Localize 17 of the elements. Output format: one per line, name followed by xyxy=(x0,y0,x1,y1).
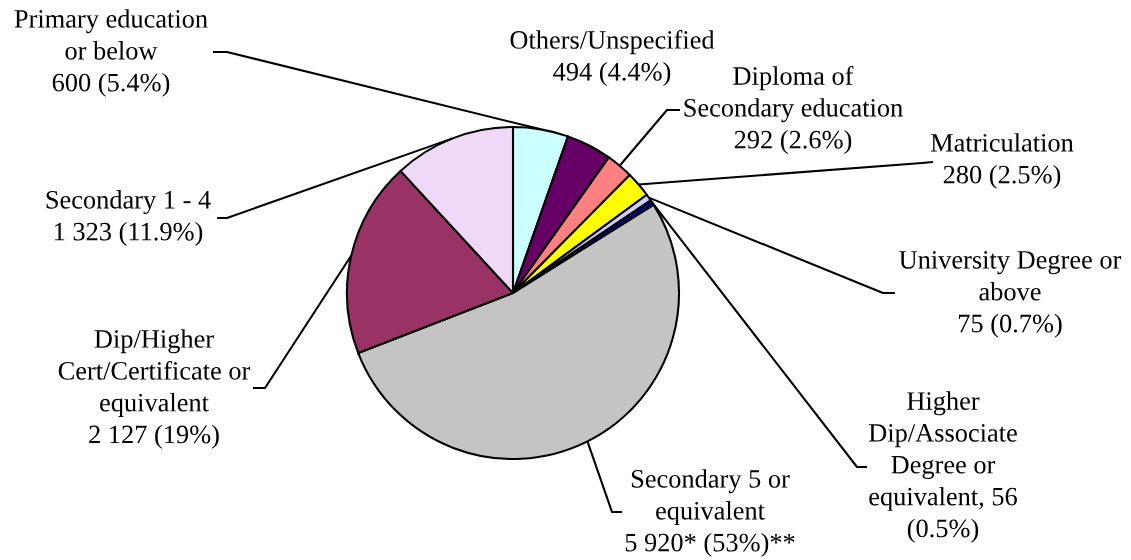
data-label: 292 (2.6%) xyxy=(734,130,852,154)
data-label: 1 323 (11.9%) xyxy=(54,221,203,246)
data-label: 75 (0.7%) xyxy=(958,313,1062,338)
data-label: 5 920* (53%)** xyxy=(625,532,795,557)
slice-label: Secondary 1 - 4 xyxy=(46,190,211,215)
slice-label: Primary education or below xyxy=(14,9,208,60)
slice-label: Secondary 5 or equivalent xyxy=(631,469,790,525)
slice-label: Matriculation xyxy=(930,133,1074,152)
data-label: 280 (2.5%) xyxy=(943,164,1061,189)
slice-label: Higher Dip/Associate Degree or equivalent, 56 (0.5%) xyxy=(869,391,1017,543)
slice-label: University Degree or above xyxy=(899,250,1122,301)
slice-label: Diploma of Secondary education xyxy=(684,66,903,123)
data-label: 600 (5.4%) xyxy=(52,72,170,97)
slice-label: Others/Unspecified xyxy=(510,30,715,55)
data-label: 494 (4.4%) xyxy=(553,62,671,86)
data-label: 2 127 (19%) xyxy=(89,424,219,449)
slice-label: Dip/Higher Cert/Certificate or equivalent xyxy=(58,329,251,417)
